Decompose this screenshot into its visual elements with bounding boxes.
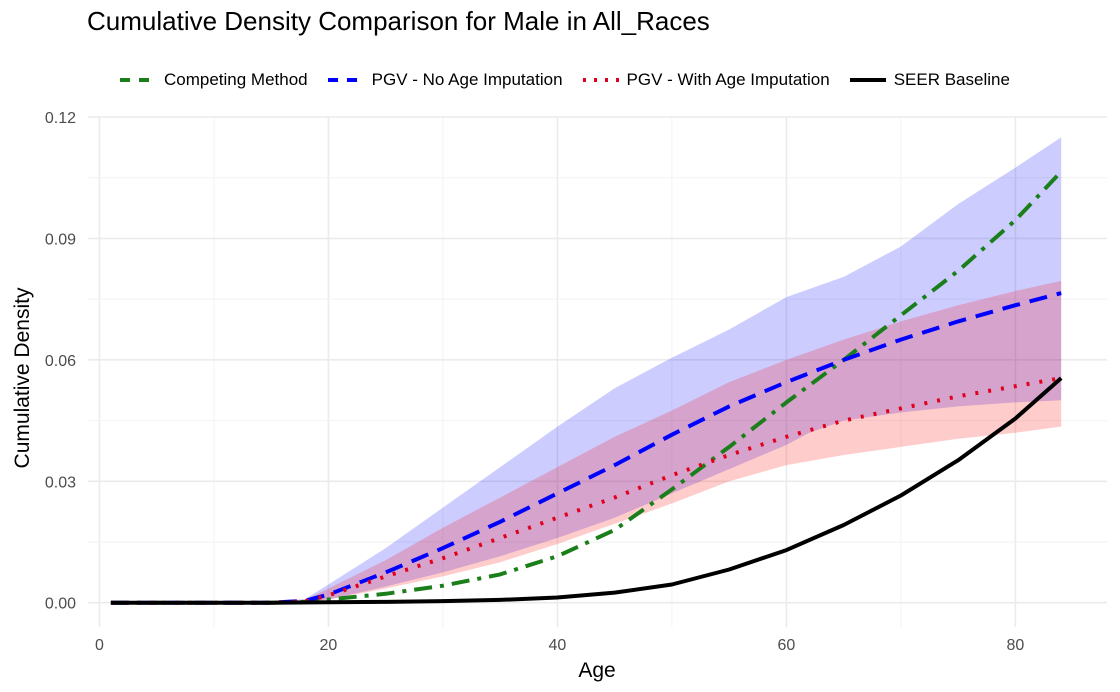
legend-label: PGV - No Age Imputation (371, 70, 563, 89)
legend-label: Competing Method (164, 70, 308, 89)
x-tick-label: 60 (778, 637, 796, 654)
x-axis-label: Age (578, 659, 615, 682)
tick-labels: 0 20 40 60 80 0.00 0.03 0.06 0.09 0.12 (45, 110, 1025, 654)
y-tick-label: 0.03 (45, 474, 76, 491)
legend-swatch (849, 78, 886, 82)
legend-label: PGV - With Age Imputation (626, 70, 830, 89)
x-tick-label: 20 (320, 637, 338, 654)
legend: Competing Method PGV - No Age Imputation P… (118, 66, 1028, 94)
confidence-band (110, 137, 1062, 603)
legend-item: PGV - No Age Imputation (326, 70, 563, 90)
legend-item: Competing Method (118, 70, 308, 90)
series-line (110, 291, 1062, 605)
series-line (110, 376, 1063, 605)
series-lines (110, 170, 1063, 605)
confidence-band (110, 280, 1062, 603)
y-tick-label: 0.12 (45, 110, 76, 127)
legend-item: SEER Baseline (848, 70, 1010, 90)
legend-item: PGV - With Age Imputation (581, 70, 830, 90)
confidence-bands (110, 137, 1062, 603)
y-axis-label: Cumulative Density (11, 287, 34, 468)
y-tick-label: 0.00 (45, 596, 76, 613)
legend-swatch (327, 78, 364, 82)
x-tick-label: 0 (95, 637, 104, 654)
series-line (110, 170, 1063, 605)
chart-title: Cumulative Density Comparison for Male i… (87, 6, 710, 36)
legend-label: SEER Baseline (893, 70, 1010, 89)
y-tick-label: 0.06 (45, 353, 76, 370)
x-tick-label: 80 (1007, 637, 1025, 654)
y-tick-label: 0.09 (45, 231, 76, 248)
legend-swatch (120, 78, 156, 82)
grid (88, 116, 1107, 627)
x-tick-label: 40 (549, 637, 567, 654)
